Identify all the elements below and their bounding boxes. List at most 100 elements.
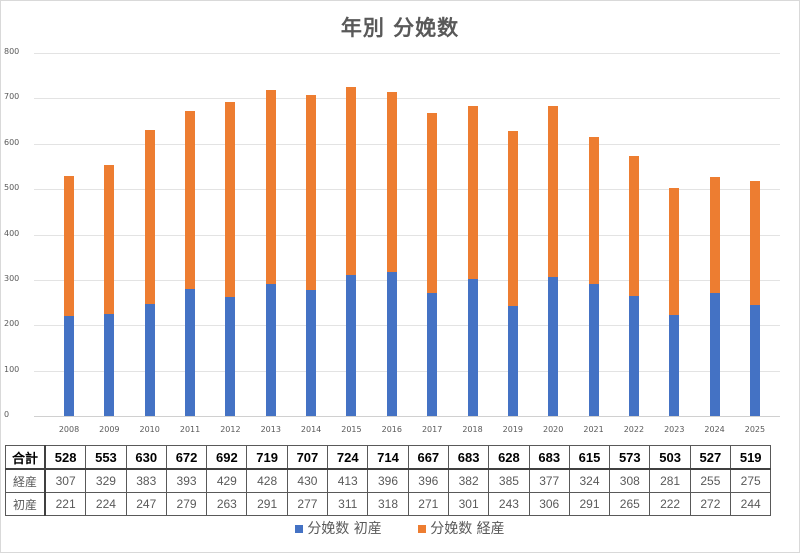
table-cell: 308 — [609, 468, 651, 493]
bar-multipara — [265, 89, 276, 284]
bar-primipara — [104, 314, 115, 416]
bar-multipara — [507, 131, 518, 306]
table-cell: 275 — [730, 468, 772, 493]
table-cell: 503 — [649, 445, 691, 470]
table-cell: 615 — [568, 445, 611, 470]
bar-primipara — [144, 303, 155, 416]
table-cell: 318 — [367, 492, 409, 516]
bar-primipara — [185, 289, 196, 416]
table-cell: 692 — [206, 445, 248, 470]
y-tick-label: 0 — [4, 410, 10, 419]
x-tick-label: 2010 — [139, 425, 160, 434]
bar-primipara — [588, 283, 599, 416]
table-cell: 329 — [85, 468, 127, 493]
table-cell: 324 — [568, 468, 611, 493]
gridline — [34, 189, 780, 191]
bar-multipara — [749, 180, 760, 306]
x-tick-label: 2015 — [341, 425, 362, 434]
table-cell: 382 — [447, 468, 490, 493]
x-axis-line — [34, 416, 780, 417]
bar-primipara — [386, 271, 397, 416]
y-tick-label: 800 — [4, 47, 20, 56]
table-cell: 221 — [44, 492, 87, 516]
x-tick-label: 2012 — [220, 425, 241, 434]
table-cell: 430 — [286, 468, 329, 493]
table-cell: 244 — [730, 492, 772, 516]
bar-primipara — [709, 292, 720, 416]
table-row: 合計 528 553 630 672 692 719 707 724 714 667 683 628 68… — [5, 445, 772, 470]
table-cell: 683 — [528, 445, 570, 470]
table-cell: 396 — [407, 468, 449, 493]
table-cell: 281 — [649, 468, 691, 493]
bar-multipara — [467, 106, 478, 280]
x-tick-label: 2025 — [744, 425, 766, 434]
table-cell: 307 — [44, 468, 87, 493]
table-cell: 243 — [488, 492, 530, 516]
table-cell: 428 — [246, 468, 288, 493]
table-cell: 719 — [246, 445, 288, 470]
chart-title: 年別 分娩数 — [340, 16, 460, 40]
bar-multipara — [144, 130, 155, 304]
bar-multipara — [628, 156, 639, 296]
x-tick-label: 2017 — [421, 425, 443, 434]
x-tick-label: 2016 — [381, 425, 402, 434]
table-cell: 553 — [85, 445, 127, 470]
x-tick-label: 2018 — [462, 425, 483, 434]
x-tick-label: 2023 — [664, 425, 685, 434]
y-tick-label: 300 — [4, 273, 20, 283]
y-tick-label: 600 — [4, 137, 20, 147]
table-cell: 527 — [689, 445, 732, 470]
bar-multipara — [548, 106, 559, 278]
bar-multipara — [104, 165, 115, 315]
table-row: 経産 307 329 383 393 429 428 430 413 396 396 382 385 37… — [5, 468, 772, 493]
table-cell: 628 — [488, 445, 530, 470]
bar-multipara — [386, 92, 397, 272]
table-cell: 277 — [286, 492, 329, 516]
gridline — [34, 279, 780, 281]
table-cell: 224 — [85, 492, 127, 516]
x-tick-label: 2019 — [502, 425, 524, 434]
x-tick-label: 2013 — [260, 425, 281, 434]
bar-multipara — [225, 102, 236, 297]
bar-primipara — [64, 315, 74, 416]
table-cell: 377 — [528, 468, 570, 493]
table-cell: 383 — [125, 468, 167, 493]
table-cell: 573 — [609, 445, 651, 470]
legend-item-multipara: 分娩数 経産 — [418, 518, 505, 538]
gridline — [34, 234, 780, 236]
bar-primipara — [306, 290, 317, 416]
bar-primipara — [346, 274, 357, 416]
bar-multipara — [64, 176, 74, 316]
row-header: 経産 — [5, 468, 46, 493]
table-cell: 667 — [407, 445, 449, 470]
bar-multipara — [346, 87, 357, 275]
table-cell: 311 — [327, 492, 369, 516]
table-cell: 396 — [367, 468, 409, 493]
bar-primipara — [548, 277, 559, 416]
legend: 分娩数 初産 分娩数 経産 — [0, 518, 800, 538]
bar-multipara — [306, 95, 317, 291]
table-cell: 291 — [246, 492, 288, 516]
table-cell: 429 — [206, 468, 248, 493]
legend-swatch-orange — [418, 525, 427, 533]
gridline — [34, 98, 780, 100]
row-header: 合計 — [5, 445, 46, 470]
bar-primipara — [467, 279, 478, 416]
table-cell: 255 — [689, 468, 732, 493]
table-cell: 271 — [407, 492, 449, 516]
x-tick-label: 2014 — [300, 425, 322, 434]
bar-multipara — [588, 136, 599, 284]
y-tick-label: 100 — [4, 364, 20, 374]
table-cell: 265 — [609, 492, 651, 516]
legend-label: 分娩数 初産 — [307, 521, 382, 537]
x-tick-label: 2009 — [99, 425, 120, 434]
bar-primipara — [669, 315, 680, 416]
bar-primipara — [507, 305, 518, 416]
x-tick-label: 2021 — [583, 425, 604, 434]
table-cell: 672 — [165, 445, 208, 470]
table-cell: 306 — [528, 492, 570, 516]
bar-primipara — [225, 296, 236, 416]
bar-multipara — [669, 187, 680, 316]
legend-label: 分娩数 経産 — [430, 521, 505, 537]
table-cell: 385 — [488, 468, 530, 493]
